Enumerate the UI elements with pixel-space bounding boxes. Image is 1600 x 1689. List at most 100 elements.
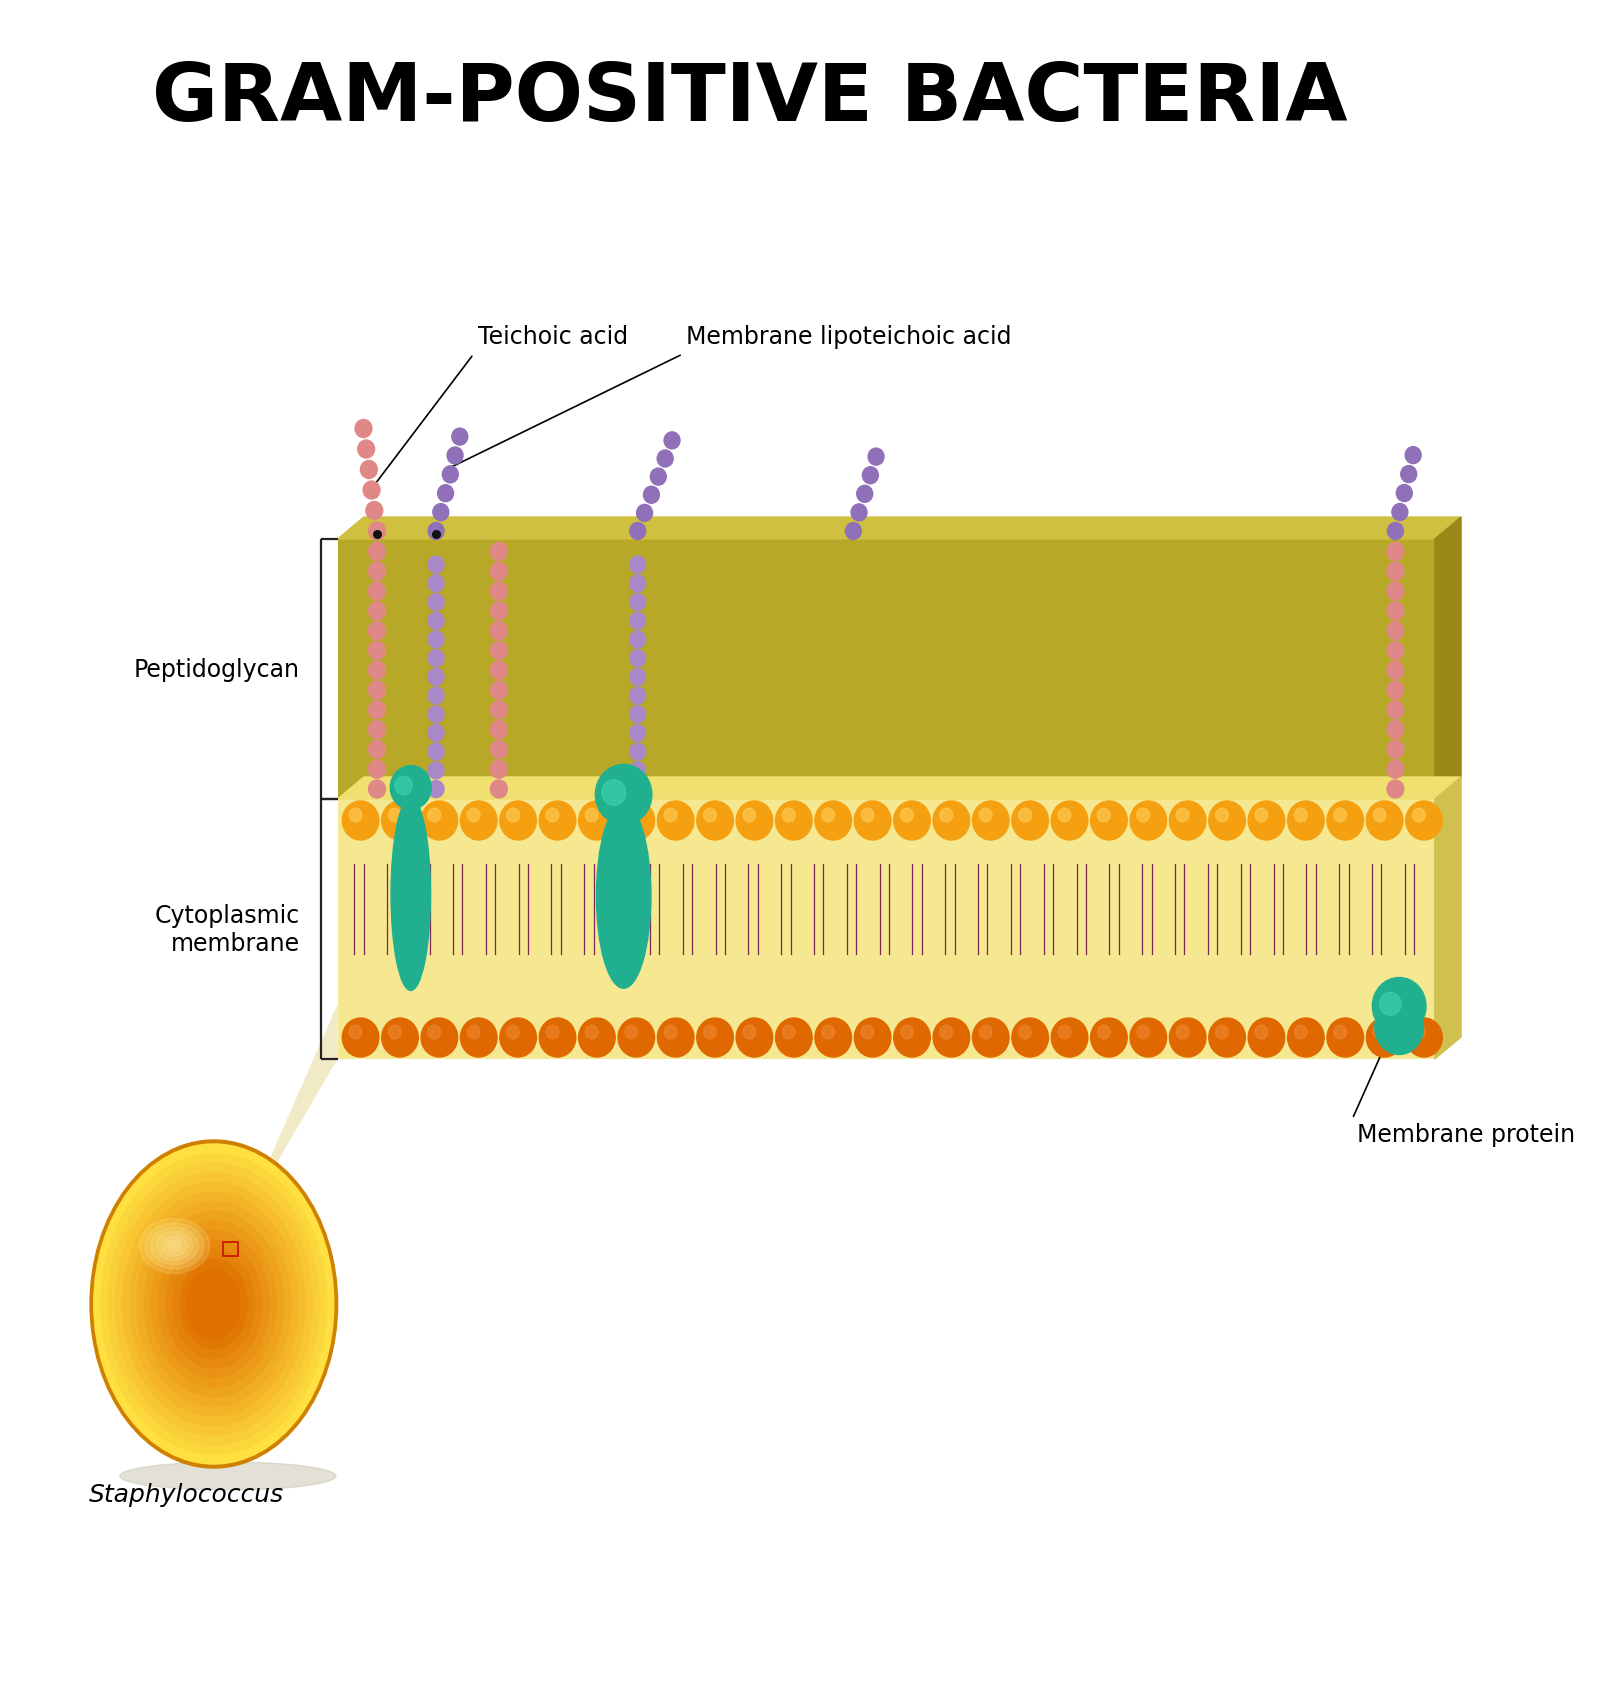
Circle shape — [461, 1018, 498, 1057]
Circle shape — [1011, 1018, 1048, 1057]
Ellipse shape — [1374, 1000, 1424, 1056]
Circle shape — [427, 1025, 440, 1039]
Circle shape — [368, 522, 386, 540]
Circle shape — [664, 1025, 677, 1039]
Circle shape — [429, 687, 445, 704]
Circle shape — [1387, 622, 1403, 640]
Ellipse shape — [168, 1241, 181, 1252]
Circle shape — [491, 760, 507, 779]
Circle shape — [979, 809, 992, 823]
Circle shape — [382, 1018, 418, 1057]
Circle shape — [782, 809, 795, 823]
Ellipse shape — [173, 1250, 254, 1358]
Circle shape — [368, 741, 386, 758]
Bar — [338, 540, 1435, 799]
Text: Teichoic acid: Teichoic acid — [478, 324, 629, 350]
Circle shape — [1210, 802, 1245, 841]
Circle shape — [618, 1018, 654, 1057]
Circle shape — [1379, 993, 1402, 1015]
Circle shape — [658, 1018, 694, 1057]
Circle shape — [429, 524, 445, 540]
Circle shape — [1170, 802, 1206, 841]
Circle shape — [1098, 1025, 1110, 1039]
Polygon shape — [338, 519, 1461, 540]
Circle shape — [630, 632, 646, 649]
Circle shape — [618, 802, 654, 841]
Circle shape — [491, 544, 507, 561]
Text: Membrane lipoteichoic acid: Membrane lipoteichoic acid — [686, 324, 1011, 350]
Circle shape — [586, 1025, 598, 1039]
Circle shape — [862, 468, 878, 485]
Circle shape — [363, 481, 381, 500]
Circle shape — [1136, 809, 1149, 823]
Text: Membrane protein: Membrane protein — [1357, 1121, 1574, 1147]
Circle shape — [1387, 544, 1403, 561]
Circle shape — [1334, 809, 1347, 823]
Circle shape — [368, 583, 386, 601]
Circle shape — [446, 448, 462, 464]
Circle shape — [429, 762, 445, 779]
Ellipse shape — [101, 1154, 326, 1454]
Circle shape — [429, 576, 445, 593]
Circle shape — [586, 809, 598, 823]
Circle shape — [1254, 1025, 1267, 1039]
Circle shape — [491, 682, 507, 699]
Ellipse shape — [138, 1203, 291, 1407]
Circle shape — [973, 802, 1010, 841]
Circle shape — [630, 595, 646, 611]
Circle shape — [546, 1025, 558, 1039]
Circle shape — [1326, 1018, 1363, 1057]
Circle shape — [429, 669, 445, 686]
Circle shape — [894, 1018, 930, 1057]
Circle shape — [1387, 583, 1403, 601]
Circle shape — [630, 650, 646, 667]
Circle shape — [1176, 1025, 1189, 1039]
Circle shape — [499, 1018, 536, 1057]
Circle shape — [854, 802, 891, 841]
Circle shape — [507, 809, 520, 823]
Circle shape — [390, 767, 432, 809]
Circle shape — [368, 622, 386, 640]
Circle shape — [429, 595, 445, 611]
Circle shape — [776, 802, 813, 841]
Circle shape — [1098, 809, 1110, 823]
Circle shape — [704, 809, 717, 823]
Circle shape — [1387, 562, 1403, 581]
Circle shape — [861, 809, 874, 823]
Circle shape — [901, 809, 914, 823]
Text: Peptidoglycan: Peptidoglycan — [134, 657, 301, 682]
Circle shape — [1366, 1018, 1403, 1057]
Circle shape — [1216, 809, 1229, 823]
Circle shape — [368, 642, 386, 660]
Ellipse shape — [152, 1221, 277, 1387]
Circle shape — [1011, 802, 1048, 841]
Circle shape — [1058, 809, 1070, 823]
Ellipse shape — [181, 1260, 248, 1350]
Circle shape — [1366, 802, 1403, 841]
Circle shape — [1387, 642, 1403, 660]
Circle shape — [1413, 809, 1426, 823]
Circle shape — [696, 802, 733, 841]
Circle shape — [861, 1025, 874, 1039]
Circle shape — [933, 1018, 970, 1057]
Circle shape — [389, 809, 402, 823]
Circle shape — [1400, 466, 1416, 483]
Circle shape — [491, 603, 507, 620]
Ellipse shape — [139, 1219, 210, 1274]
Circle shape — [704, 1025, 717, 1039]
Circle shape — [1051, 1018, 1088, 1057]
Circle shape — [1216, 1025, 1229, 1039]
Circle shape — [869, 449, 885, 466]
Circle shape — [630, 669, 646, 686]
Circle shape — [630, 780, 646, 797]
Circle shape — [1248, 1018, 1285, 1057]
Circle shape — [1392, 505, 1408, 522]
Circle shape — [382, 802, 418, 841]
Circle shape — [368, 760, 386, 779]
Circle shape — [1051, 802, 1088, 841]
Circle shape — [461, 802, 498, 841]
Circle shape — [1387, 603, 1403, 620]
Circle shape — [467, 809, 480, 823]
Circle shape — [939, 809, 952, 823]
Circle shape — [664, 432, 680, 449]
